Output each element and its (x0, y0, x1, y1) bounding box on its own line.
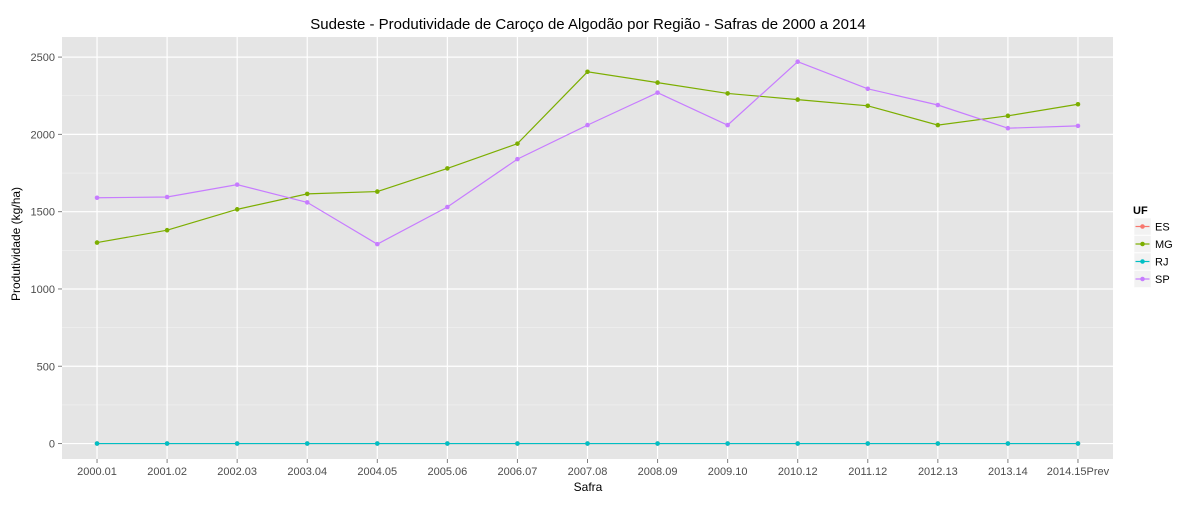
data-point (865, 103, 871, 109)
legend-label: RJ (1155, 257, 1168, 269)
data-point (865, 86, 871, 92)
legend-title: UF (1133, 205, 1148, 217)
x-tick-label: 2004.05 (357, 466, 397, 478)
x-tick-label: 2005.06 (427, 466, 467, 478)
data-point (795, 59, 800, 65)
data-point (94, 441, 100, 446)
x-tick-label: 2001.02 (147, 466, 187, 478)
data-point (234, 441, 240, 446)
data-point (234, 182, 240, 187)
series-rj (94, 441, 1081, 446)
legend-key-point (1140, 224, 1145, 229)
data-point (1005, 113, 1011, 119)
data-point (725, 91, 730, 96)
data-point (515, 156, 520, 162)
data-point (445, 204, 450, 210)
data-point (865, 441, 871, 446)
data-point (725, 441, 730, 446)
legend-key-point (1140, 259, 1145, 264)
data-point (935, 122, 941, 128)
x-tick-label: 2006.07 (498, 466, 538, 478)
data-point (164, 194, 170, 200)
legend-label: MG (1155, 239, 1173, 251)
data-point (375, 189, 380, 194)
x-tick-label: 2000.01 (77, 466, 117, 478)
legend-item-es: ES (1133, 217, 1170, 236)
data-point (234, 207, 240, 212)
legend-key-point (1140, 276, 1145, 282)
x-axis-label: Safra (574, 480, 603, 494)
data-point (585, 122, 590, 128)
data-point (935, 441, 941, 446)
data-point (655, 80, 660, 85)
data-point (304, 191, 310, 197)
y-tick-label: 2500 (31, 52, 55, 64)
legend-label: ES (1155, 222, 1170, 234)
legend-item-sp: SP (1133, 270, 1170, 288)
series-mg (94, 69, 1081, 245)
data-point (304, 200, 310, 205)
chart-title: Sudeste - Produtividade de Caroço de Alg… (310, 16, 865, 33)
data-point (795, 441, 800, 446)
x-tick-label: 2002.03 (217, 466, 257, 478)
x-tick-label: 2011.12 (848, 466, 887, 478)
grid-lines (62, 37, 1113, 459)
y-tick-label: 500 (37, 361, 55, 373)
legend-item-rj: RJ (1133, 252, 1168, 271)
data-point (1005, 441, 1011, 446)
data-point (935, 102, 941, 108)
data-point (94, 195, 100, 201)
data-point (1075, 101, 1081, 107)
data-point (304, 441, 310, 446)
y-axis-label: Produtividade (kg/ha) (9, 187, 23, 301)
x-tick-label: 2012.13 (918, 466, 958, 478)
series-sp (94, 59, 1081, 247)
data-point (515, 441, 520, 446)
data-point (655, 90, 660, 95)
y-tick-label: 1000 (31, 284, 55, 296)
x-tick-label: 2007.08 (568, 466, 608, 478)
y-axis: 0 500 1000 1500 2000 2500 (31, 52, 62, 451)
data-point (1005, 125, 1011, 131)
x-tick-label: 2008.09 (638, 466, 678, 478)
data-point (164, 441, 170, 446)
x-axis: 2000.01 2001.02 2002.03 2003.04 2004.05 2005.… (77, 459, 1110, 478)
legend: UF ES MG RJ SP (1133, 205, 1173, 288)
legend-key-point (1140, 241, 1145, 247)
data-point (445, 166, 450, 171)
data-point (725, 122, 730, 128)
x-tick-label: 2014.15Prev (1047, 466, 1110, 478)
x-tick-label: 2010.12 (778, 466, 818, 478)
data-point (445, 441, 450, 446)
data-point (585, 69, 590, 75)
x-tick-label: 2013.14 (988, 466, 1028, 478)
data-point (1075, 123, 1081, 129)
data-point (164, 227, 170, 233)
data-point (375, 441, 380, 446)
data-point (375, 241, 380, 247)
series-lines (94, 59, 1081, 446)
y-tick-label: 0 (49, 439, 55, 451)
x-tick-label: 2003.04 (287, 466, 327, 478)
y-tick-label: 2000 (31, 129, 55, 141)
data-point (795, 97, 800, 102)
data-point (585, 441, 590, 446)
data-point (515, 141, 520, 146)
legend-label: SP (1155, 274, 1170, 286)
y-tick-label: 1500 (31, 207, 55, 219)
x-tick-label: 2009.10 (708, 466, 748, 478)
data-point (1075, 441, 1081, 446)
data-point (655, 441, 660, 446)
data-point (94, 240, 100, 245)
legend-item-mg: MG (1133, 235, 1173, 253)
